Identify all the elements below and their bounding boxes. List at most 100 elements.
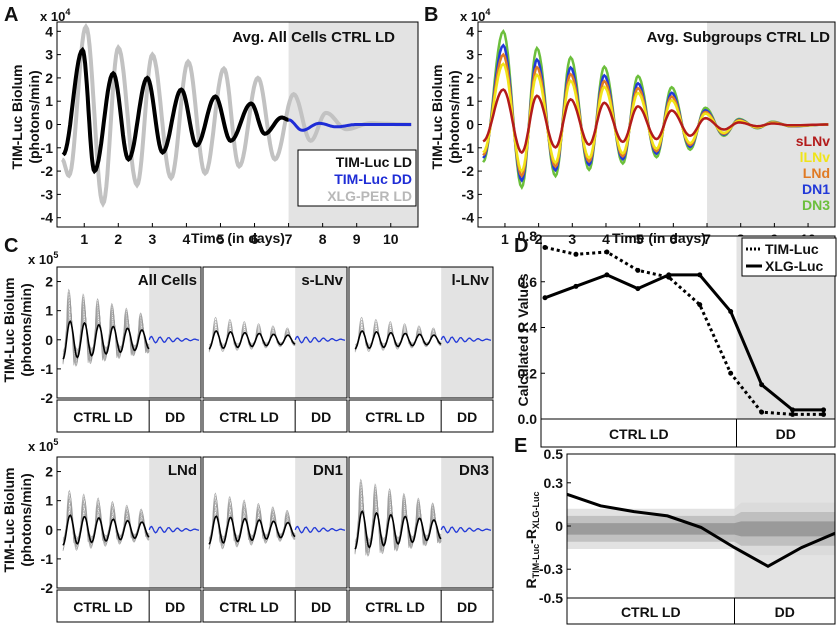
panel-c-dd-shade — [295, 457, 347, 588]
panel-b-xtick-label: 2 — [535, 231, 543, 247]
panel-a-xlabel: Time (in days) — [191, 230, 285, 246]
panel-a-exponent: x 104 — [40, 7, 70, 24]
panel-c-ylabel-bottom-2: (photons/min) — [18, 473, 34, 566]
panel-b-xtick-label: 7 — [703, 231, 711, 247]
panel-b-ytick-label: 2 — [466, 70, 474, 86]
panel-c-trace — [62, 317, 150, 353]
panel-c-category-dd: DD — [311, 409, 331, 425]
point-xlg-luc — [759, 382, 765, 388]
point-xlg-luc — [728, 308, 734, 314]
panel-d-ytick-label: 0.8 — [518, 228, 538, 244]
panel-c-trace — [62, 512, 150, 540]
panel-c-category-bar — [56, 589, 202, 623]
panel-e-category-ctrl: CTRL LD — [621, 604, 681, 620]
panel-e-ytick-label: 0.5 — [544, 446, 564, 462]
panel-b-title: Avg. Subgroups CTRL LD — [647, 29, 830, 46]
panel-c-trace — [208, 492, 296, 550]
panel-c-category-ctrl: CTRL LD — [219, 409, 279, 425]
panel-a-xtick-label: 8 — [319, 231, 327, 247]
panel-c-category-ctrl: CTRL LD — [73, 409, 133, 425]
panel-d-ytick-label: 0.6 — [518, 274, 538, 290]
panel-c-category-dd: DD — [165, 599, 185, 615]
point-xlg-luc — [635, 286, 641, 292]
panel-c-trace — [62, 320, 150, 351]
panel-c-category-bar — [348, 589, 494, 623]
panel-c-dd-shade — [295, 267, 347, 398]
legend-xlg-ld: XLG-PER LD — [327, 188, 412, 204]
panel-c-frame — [56, 456, 202, 589]
legend-tim-dd: TIM-Luc DD — [334, 171, 412, 187]
point-xlg-luc — [666, 272, 672, 278]
panel-c-trace — [208, 513, 296, 540]
panel-letter-c: C — [4, 235, 18, 257]
panel-c-dd-shade — [149, 457, 201, 588]
panel-d-category-bar — [540, 418, 836, 448]
panel-b-ytick-label: -2 — [462, 163, 475, 179]
panel-c-dd-trace — [440, 335, 492, 344]
panel-b-ytick-label: -3 — [462, 186, 475, 202]
panel-a-xtick-label: 9 — [353, 231, 361, 247]
point-xlg-luc — [604, 272, 610, 278]
panel-b-xtick-label: 6 — [669, 231, 677, 247]
series-tim-luc — [544, 245, 824, 416]
panel-a-ylabel-2: (photons/min) — [26, 70, 42, 163]
panel-c-category-dd: DD — [457, 599, 477, 615]
panel-b-xtick-label: 5 — [636, 231, 644, 247]
panel-c-mean-trace — [62, 320, 150, 360]
panel-a-ytick-label: 1 — [45, 93, 53, 109]
legend-lnd: LNd — [803, 165, 830, 181]
panel-b-ytick-label: 0 — [466, 117, 474, 133]
panel-c-subplot: s-LNv CTRL LD DD — [202, 266, 348, 433]
legend-dn3: DN3 — [802, 197, 830, 213]
point-xlg-luc — [790, 407, 796, 413]
panel-c-dd-trace — [148, 335, 200, 344]
panel-b-xtick-label: 3 — [568, 231, 576, 247]
panel-c-ytick-label: 0 — [45, 522, 53, 538]
panel-c-title: s-LNv — [301, 272, 343, 289]
panel-a-title: Avg. All Cells CTRL LD — [232, 29, 395, 46]
panel-c-title: LNd — [168, 462, 197, 479]
panel-c-mean-trace — [354, 330, 442, 350]
panel-letter-b: B — [424, 4, 438, 26]
panel-c: x 105 x 105 TIM-Luc Biolum (photons/min)… — [1, 250, 494, 623]
panel-b-ytick-label: -1 — [462, 140, 475, 156]
legend-tim-luc: TIM-Luc — [765, 241, 819, 257]
panel-c-trace — [62, 489, 150, 551]
panel-c-frame — [56, 266, 202, 399]
panel-c-category-bar — [348, 399, 494, 433]
panel-a-xtick-label: 4 — [183, 231, 191, 247]
panel-a-xtick-label: 5 — [217, 231, 225, 247]
panel-c-dd-shade — [441, 267, 493, 398]
panel-c-ylabel-top-2: (photons/min) — [18, 283, 34, 376]
panel-c-frame — [202, 266, 348, 399]
series-xlg-luc — [544, 273, 824, 412]
panel-c-trace — [354, 316, 442, 353]
series-tim-luc-ld — [61, 46, 289, 175]
panel-e-ytick-label: -0.5 — [539, 590, 563, 606]
panel-a-ytick-label: -3 — [41, 186, 54, 202]
panel-b-ylabel-1: TIM-Luc Biolum — [429, 65, 445, 170]
panel-b-ytick-label: 3 — [466, 47, 474, 63]
panel-e-ytick-label: -0.3 — [539, 561, 563, 577]
panel-a-xtick-label: 1 — [80, 231, 88, 247]
panel-e-ytick-label: 0 — [555, 518, 563, 534]
panel-a-ytick-label: 0 — [45, 117, 53, 133]
panel-e-ytick-label: 0.3 — [544, 475, 564, 491]
legend-tim-ld: TIM-Luc LD — [336, 154, 412, 170]
panel-c-dd-shade — [149, 267, 201, 398]
panel-b-ylabel-2: (photons/min) — [446, 70, 462, 163]
panel-c-trace — [62, 312, 150, 356]
panel-c-trace — [354, 507, 442, 543]
panel-c-category-dd: DD — [165, 409, 185, 425]
point-xlg-luc — [573, 283, 579, 289]
panel-c-trace — [354, 330, 442, 346]
panel-d-ytick-label: 0.0 — [518, 411, 538, 427]
panel-a-xtick-label: 7 — [285, 231, 293, 247]
panel-letter-a: A — [4, 4, 18, 26]
panel-c-category-ctrl: CTRL LD — [219, 599, 279, 615]
panel-a-ytick-label: -2 — [41, 163, 54, 179]
legend-ilnv: lLNv — [800, 149, 831, 165]
panel-c-mean-trace — [208, 330, 296, 350]
